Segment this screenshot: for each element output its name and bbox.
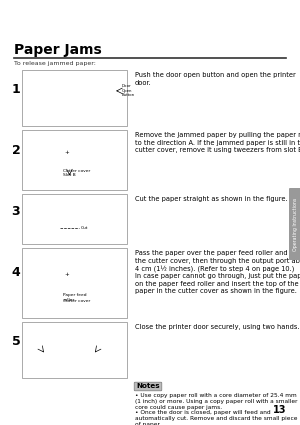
Bar [52, 111, 56, 116]
Bar [22, 130, 127, 190]
Text: 2: 2 [12, 144, 20, 157]
Bar [38, 144, 101, 161]
Bar [54, 219, 85, 226]
Text: Pass the paper over the paper feed roller and under
the cutter cover, then throu: Pass the paper over the paper feed rolle… [135, 250, 300, 295]
Text: +: + [64, 272, 69, 277]
Text: Cutter cover: Cutter cover [63, 299, 90, 303]
Text: Push the door open button and open the printer
door.: Push the door open button and open the p… [135, 72, 296, 85]
Text: 4: 4 [12, 266, 20, 279]
Bar [52, 299, 56, 306]
Text: Paper feed
roller: Paper feed roller [63, 293, 87, 302]
Bar [60, 226, 79, 230]
Text: • Once the door is closed, paper will feed and
automatically cut. Remove and dis: • Once the door is closed, paper will fe… [135, 410, 298, 425]
Bar [99, 85, 113, 97]
Bar [38, 206, 101, 219]
Text: 5: 5 [12, 335, 20, 348]
Bar [22, 322, 127, 378]
Bar [22, 248, 127, 318]
Bar [54, 283, 85, 292]
Text: To release jammed paper:: To release jammed paper: [14, 61, 96, 66]
Text: 1: 1 [12, 83, 20, 96]
Bar [22, 194, 127, 244]
Text: Notes: Notes [136, 383, 160, 389]
Text: Door
Open
Button: Door Open Button [121, 84, 134, 97]
Text: Slot B: Slot B [63, 173, 76, 177]
Text: • Use copy paper roll with a core diameter of 25.4 mm
(1 inch) or more. Using a : • Use copy paper roll with a core diamet… [135, 393, 298, 410]
Bar [41, 330, 98, 335]
Bar [82, 363, 87, 368]
FancyBboxPatch shape [134, 382, 162, 391]
Bar [38, 264, 101, 283]
Bar [82, 299, 87, 306]
Text: Remove the jammed paper by pulling the paper roll
to the direction A. If the jam: Remove the jammed paper by pulling the p… [135, 132, 300, 153]
Bar [38, 335, 101, 351]
Bar [60, 357, 79, 363]
Bar [38, 83, 101, 99]
FancyBboxPatch shape [289, 188, 300, 260]
Text: Cutter cover: Cutter cover [63, 169, 90, 173]
Bar [52, 230, 56, 235]
Bar [82, 230, 87, 235]
Text: Close the printer door securely, using two hands.: Close the printer door securely, using t… [135, 324, 299, 330]
Bar [41, 78, 98, 83]
Bar [82, 174, 87, 180]
Text: Cut: Cut [81, 226, 88, 230]
Text: Cut the paper straight as shown in the figure.: Cut the paper straight as shown in the f… [135, 196, 288, 202]
Bar [22, 70, 127, 126]
Bar [41, 201, 98, 206]
Text: 3: 3 [12, 205, 20, 218]
Bar [82, 111, 87, 116]
Bar [41, 139, 98, 144]
Text: Paper Jams: Paper Jams [14, 43, 102, 57]
Bar [60, 168, 79, 174]
Text: Operating Instructions: Operating Instructions [292, 197, 298, 251]
Bar [60, 292, 79, 299]
Bar [60, 105, 79, 111]
Bar [54, 161, 85, 168]
Bar [54, 99, 85, 105]
Bar [52, 363, 56, 368]
Text: 13: 13 [272, 405, 286, 415]
Bar [52, 174, 56, 180]
Bar [54, 351, 85, 357]
Bar [41, 258, 98, 264]
Text: +: + [64, 150, 69, 155]
